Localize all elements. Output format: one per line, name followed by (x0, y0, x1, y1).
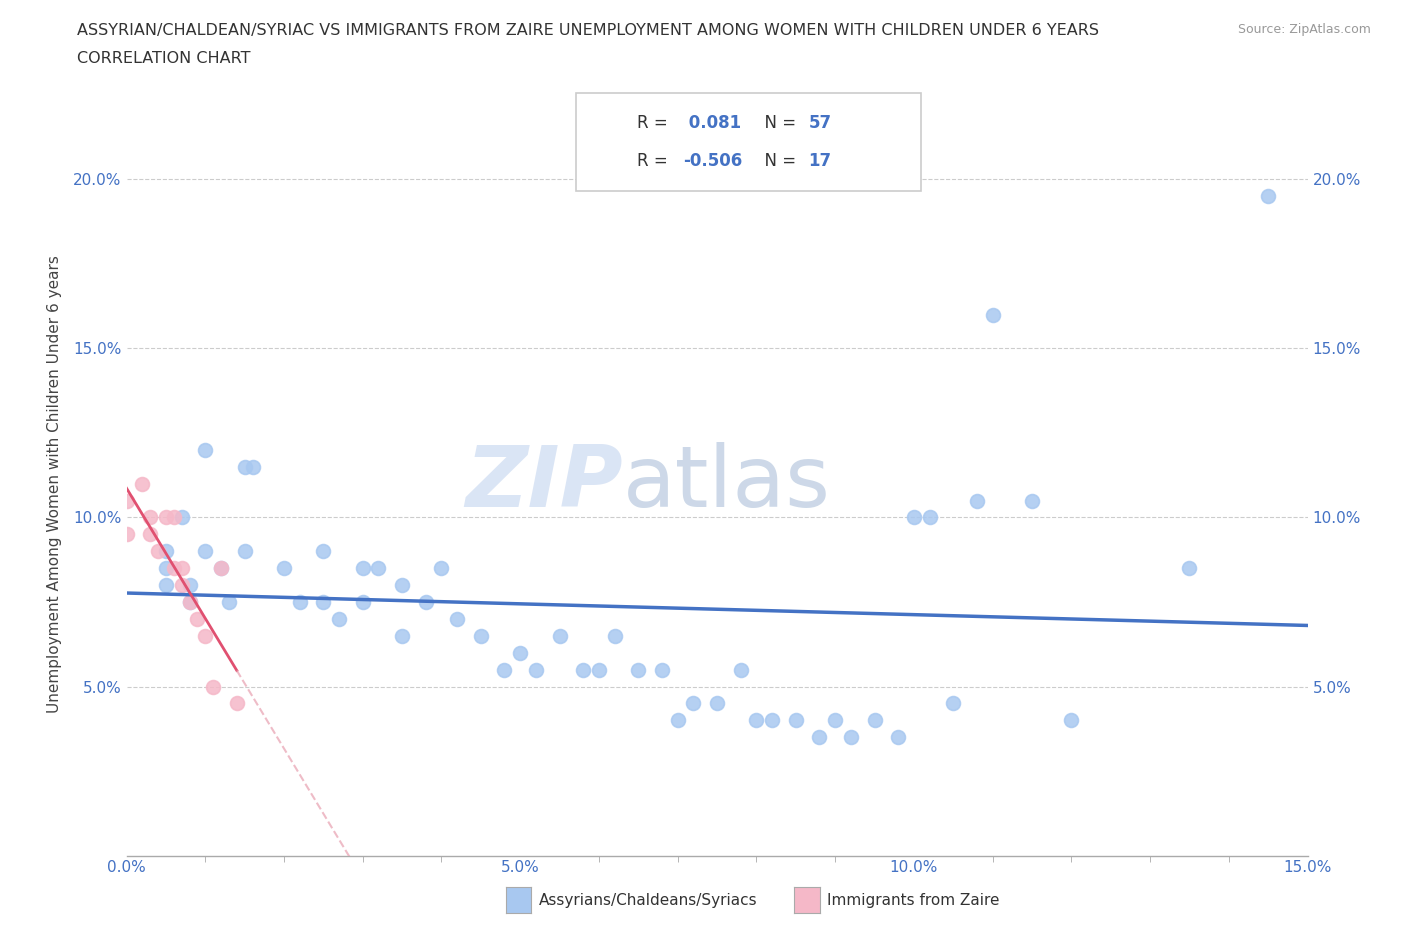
Point (839, 730, 862, 745)
Point (808, 730, 831, 745)
Point (233, 459, 256, 474)
Text: -0.506: -0.506 (683, 152, 742, 169)
Point (155, 510, 177, 525)
Point (942, 696, 965, 711)
Point (328, 611, 350, 626)
Text: atlas: atlas (623, 442, 831, 525)
Text: N =: N = (754, 152, 801, 169)
Point (233, 544, 256, 559)
Point (209, 561, 232, 576)
Point (367, 561, 389, 576)
Point (115, 527, 138, 542)
Text: R =: R = (637, 114, 673, 132)
Point (179, 594, 201, 609)
Point (470, 629, 492, 644)
Point (273, 561, 295, 576)
Point (170, 510, 193, 525)
Point (730, 662, 752, 677)
Text: Source: ZipAtlas.com: Source: ZipAtlas.com (1237, 23, 1371, 36)
Point (352, 561, 374, 576)
Point (524, 662, 547, 677)
Point (391, 629, 413, 644)
Point (666, 713, 689, 728)
Point (155, 578, 177, 592)
Point (548, 629, 571, 644)
Point (1021, 493, 1043, 508)
Text: CORRELATION CHART: CORRELATION CHART (77, 51, 250, 66)
Point (139, 510, 162, 525)
Point (745, 713, 768, 728)
Point (242, 459, 264, 474)
Point (115, 493, 138, 508)
Point (415, 594, 437, 609)
Point (446, 611, 468, 626)
Point (218, 594, 240, 609)
Point (761, 713, 783, 728)
Text: Immigrants from Zaire: Immigrants from Zaire (827, 893, 1000, 908)
Y-axis label: Unemployment Among Women with Children Under 6 years: Unemployment Among Women with Children U… (48, 255, 62, 712)
Point (163, 510, 186, 525)
Text: ZIP: ZIP (465, 442, 623, 525)
Text: ASSYRIAN/CHALDEAN/SYRIAC VS IMMIGRANTS FROM ZAIRE UNEMPLOYMENT AMONG WOMEN WITH : ASSYRIAN/CHALDEAN/SYRIAC VS IMMIGRANTS F… (77, 23, 1099, 38)
Point (588, 662, 610, 677)
Point (1060, 713, 1083, 728)
Point (352, 594, 374, 609)
Point (146, 544, 169, 559)
Text: R =: R = (637, 152, 673, 169)
Point (494, 662, 516, 677)
Point (627, 662, 650, 677)
Point (179, 594, 201, 609)
Text: 57: 57 (808, 114, 831, 132)
Point (194, 544, 217, 559)
Point (863, 713, 886, 728)
Point (1257, 189, 1279, 204)
Point (981, 307, 1004, 322)
Point (430, 561, 453, 576)
Point (509, 645, 531, 660)
Point (155, 544, 177, 559)
Point (170, 578, 193, 592)
Point (131, 476, 153, 491)
Point (186, 611, 208, 626)
Point (312, 594, 335, 609)
Point (170, 561, 193, 576)
Point (824, 713, 846, 728)
Point (194, 629, 217, 644)
Point (603, 629, 626, 644)
Point (706, 696, 728, 711)
Point (887, 730, 910, 745)
Point (651, 662, 673, 677)
Point (903, 510, 925, 525)
Point (1178, 561, 1201, 576)
Point (391, 578, 413, 592)
Point (194, 443, 217, 458)
Text: 0.081: 0.081 (683, 114, 741, 132)
Text: 17: 17 (808, 152, 831, 169)
Point (139, 527, 162, 542)
Point (155, 561, 177, 576)
Point (966, 493, 988, 508)
Point (572, 662, 595, 677)
Point (918, 510, 941, 525)
Point (163, 561, 186, 576)
Point (179, 578, 201, 592)
Point (785, 713, 807, 728)
Point (312, 544, 335, 559)
Text: N =: N = (754, 114, 801, 132)
Point (202, 679, 225, 694)
Point (682, 696, 704, 711)
Point (288, 594, 311, 609)
Text: Assyrians/Chaldeans/Syriacs: Assyrians/Chaldeans/Syriacs (538, 893, 756, 908)
Point (209, 561, 232, 576)
Point (225, 696, 247, 711)
